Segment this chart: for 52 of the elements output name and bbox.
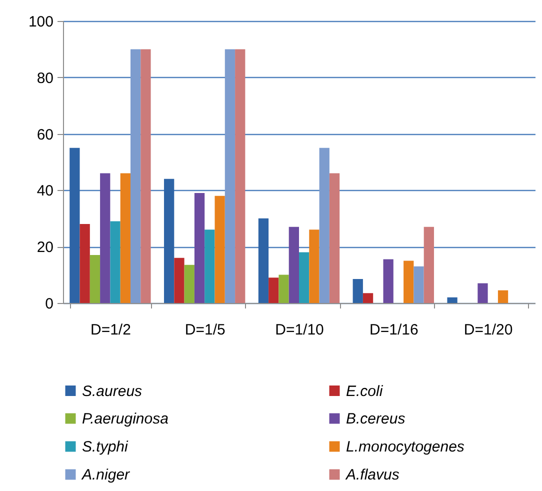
y-tick-label: 80 [36, 70, 54, 87]
legend-label: P.aeruginosa [82, 410, 168, 428]
legend-label: S.typhi [82, 438, 129, 456]
bar [299, 252, 310, 303]
bar [224, 49, 236, 303]
x-tick-label: D=1/10 [275, 322, 324, 338]
bar [414, 266, 424, 303]
x-tick-label: D=1/20 [464, 322, 513, 338]
bar [194, 193, 205, 303]
bar [258, 218, 269, 303]
bar [278, 274, 289, 303]
bar [214, 196, 225, 303]
x-tick-label: D=1/16 [370, 322, 418, 338]
bar [184, 264, 194, 303]
y-tick-label: 0 [45, 296, 54, 312]
bar [498, 290, 508, 303]
legend-label: E.coli [346, 382, 384, 400]
y-tick-label: 60 [36, 126, 54, 144]
legend-label: A.flavus [345, 466, 400, 484]
bar [268, 278, 279, 303]
bar [424, 226, 434, 303]
bar [288, 226, 299, 303]
bar [204, 230, 215, 303]
bar [100, 173, 110, 303]
bar [174, 258, 184, 303]
bar [164, 178, 174, 303]
bar [329, 173, 340, 303]
bar [362, 293, 374, 303]
bar [130, 49, 141, 303]
y-tick-label: 40 [36, 182, 54, 200]
y-tick-label: 100 [28, 14, 54, 30]
bar [70, 148, 80, 303]
legend-label: A.niger [81, 466, 131, 484]
legend-label: L.monocytogenes [346, 438, 465, 456]
bar [120, 173, 130, 303]
bar [235, 49, 246, 303]
bar [383, 259, 394, 303]
bar [447, 297, 458, 303]
legend-label: B.cereus [346, 410, 406, 428]
bar [110, 221, 120, 303]
y-tick-label: 20 [36, 239, 54, 256]
bar [309, 230, 320, 303]
bar [404, 260, 414, 303]
bar [140, 49, 151, 303]
legend-label: S.aureus [82, 382, 143, 400]
bar [80, 224, 90, 303]
x-tick-label: D=1/2 [90, 322, 131, 338]
bar [319, 148, 330, 303]
x-tick-label: D=1/5 [184, 322, 226, 338]
bar [478, 283, 488, 303]
bar [90, 255, 100, 303]
bar [352, 279, 363, 303]
